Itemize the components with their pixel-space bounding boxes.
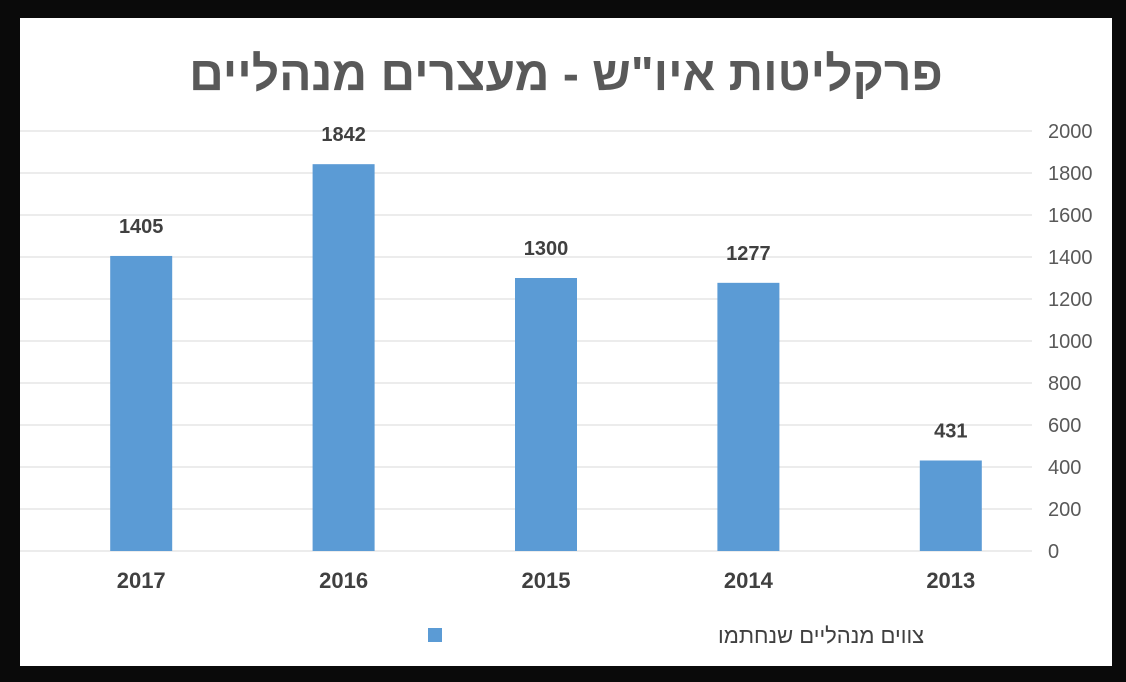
x-tick-label: 2014 (724, 568, 774, 593)
data-label: 1277 (726, 243, 771, 265)
chart-title: פרקליטות איו"ש - מעצרים מנהליים (189, 48, 943, 101)
bar-chart: פרקליטות איו"ש - מעצרים מנהליים 0 200 400 6… (20, 48, 1093, 648)
y-tick-label: 2000 (1048, 121, 1093, 143)
bar (110, 255, 173, 551)
y-tick-label: 0 (1048, 541, 1059, 563)
legend-swatch (428, 628, 442, 642)
y-tick-label: 800 (1048, 373, 1081, 395)
y-axis-ticks: 0 200 400 600 800 1000 1200 1400 1600 1800 2000 (1048, 121, 1093, 563)
x-axis-ticks: 2017 2016 2015 2014 2013 (117, 568, 976, 593)
y-tick-label: 1000 (1048, 331, 1093, 353)
data-label: 431 (934, 420, 967, 442)
y-tick-label: 1600 (1048, 205, 1093, 227)
x-tick-label: 2013 (926, 568, 975, 593)
legend: צווים מנהליים שנחתמו (428, 623, 924, 648)
data-label: 1842 (321, 124, 366, 146)
bars (110, 164, 982, 551)
bar (919, 460, 982, 551)
x-tick-label: 2015 (522, 568, 571, 593)
y-tick-label: 1200 (1048, 289, 1093, 311)
data-label: 1300 (524, 238, 569, 260)
x-tick-label: 2016 (319, 568, 368, 593)
data-labels: 1405 1842 1300 1277 431 (119, 124, 968, 442)
data-label: 1405 (119, 216, 164, 238)
bar (717, 282, 780, 551)
y-tick-label: 1400 (1048, 247, 1093, 269)
y-tick-label: 400 (1048, 457, 1081, 479)
legend-label: צווים מנהליים שנחתמו (718, 623, 924, 648)
bar (312, 164, 375, 551)
chart-panel: פרקליטות איו"ש - מעצרים מנהליים 0 200 400 6… (20, 18, 1112, 666)
y-tick-label: 200 (1048, 499, 1081, 521)
x-tick-label: 2017 (117, 568, 166, 593)
bar (515, 278, 577, 551)
y-tick-label: 600 (1048, 415, 1081, 437)
y-tick-label: 1800 (1048, 163, 1093, 185)
